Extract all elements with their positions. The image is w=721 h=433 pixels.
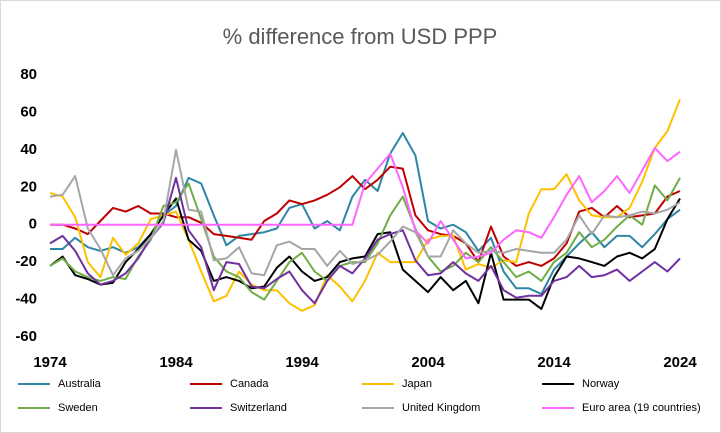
series-line: [49, 98, 681, 312]
x-tick-label: 2004: [411, 354, 445, 371]
series-line: [49, 148, 681, 277]
legend-label: United Kingdom: [402, 402, 480, 414]
x-tick-label: 1984: [159, 354, 193, 371]
legend-label: Norway: [582, 378, 620, 390]
x-tick-label: 1974: [33, 354, 67, 371]
y-tick-label: 60: [20, 103, 37, 120]
y-tick-label: -60: [15, 328, 37, 345]
y-tick-label: 80: [20, 66, 37, 83]
chart-title: % difference from USD PPP: [223, 24, 498, 49]
x-tick-label: 2024: [663, 354, 697, 371]
y-tick-label: -40: [15, 291, 37, 308]
series-line: [49, 177, 681, 301]
legend-label: Australia: [58, 378, 102, 390]
x-tick-label: 1994: [285, 354, 319, 371]
y-tick-label: 0: [29, 216, 37, 233]
legend-label: Japan: [402, 378, 432, 390]
x-tick-label: 2014: [537, 354, 571, 371]
y-tick-label: 20: [20, 178, 37, 195]
y-tick-label: 40: [20, 141, 37, 158]
y-tick-label: -20: [15, 253, 37, 270]
legend-label: Switzerland: [230, 402, 287, 414]
legend-label: Sweden: [58, 402, 98, 414]
legend-label: Canada: [230, 378, 269, 390]
legend-label: Euro area (19 countries): [582, 402, 701, 414]
series-line: [50, 147, 681, 260]
